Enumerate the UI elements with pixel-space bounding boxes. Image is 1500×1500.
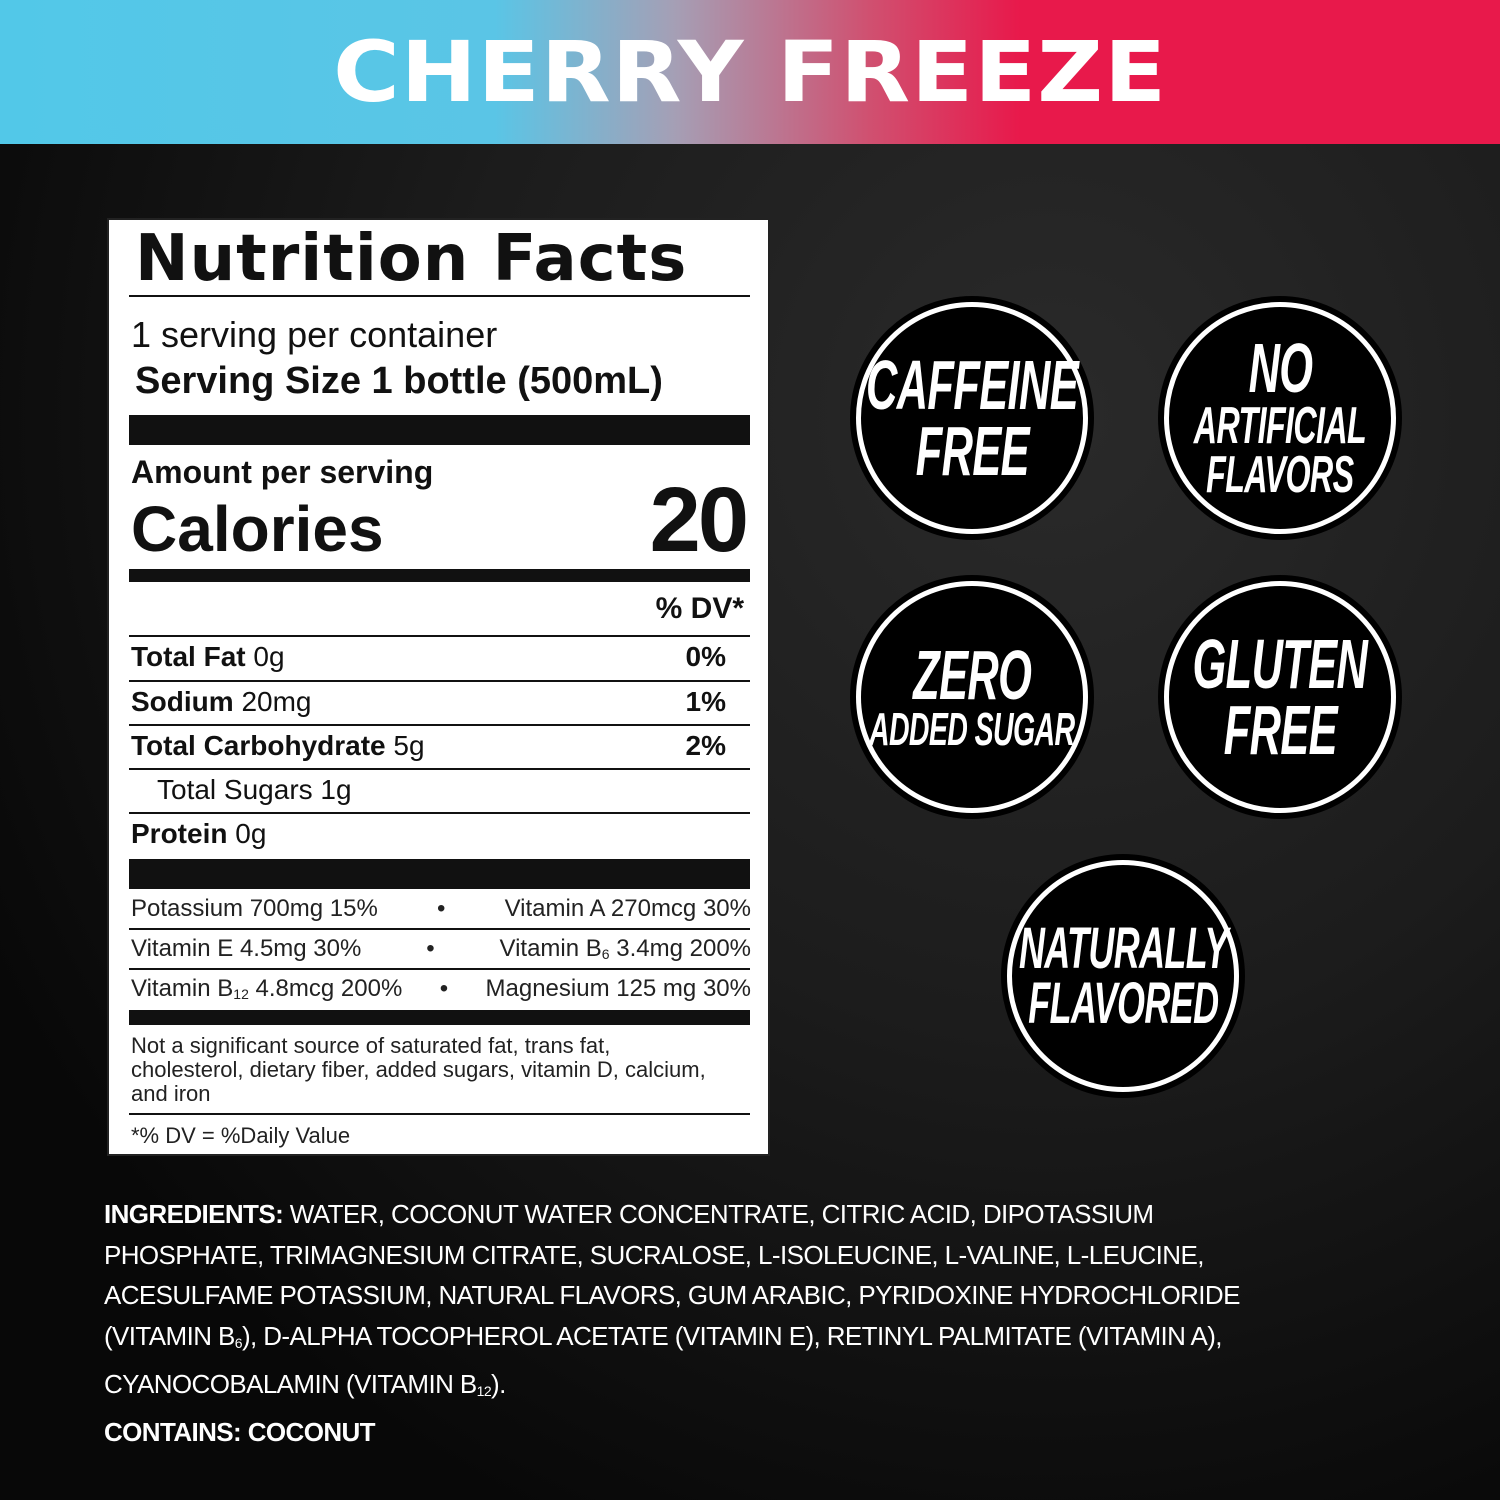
vitamin-name: Vitamin B <box>131 975 234 1002</box>
badge-text: FLAVORED <box>1027 971 1219 1036</box>
flavor-title: CHERRY FREEZE <box>332 23 1168 121</box>
divider <box>129 680 750 682</box>
nutrient-name: Protein <box>131 818 228 849</box>
vitamin-amount: 4.8mcg 200% <box>248 975 403 1002</box>
nutrient-row-total-fat: Total Fat 0g 0% <box>131 641 726 673</box>
subscript: 12 <box>476 1382 492 1399</box>
nutrient-dv: 2% <box>685 730 726 761</box>
vitamin-row: Potassium 700mg 15% • Vitamin A 270mcg 30% <box>131 895 751 923</box>
divider <box>129 724 750 726</box>
vitamin-left: Vitamin E 4.5mg 30% <box>131 935 362 962</box>
divider <box>129 295 750 297</box>
divider <box>129 635 750 637</box>
thick-divider <box>129 1010 750 1025</box>
footnote: Not a significant source of saturated fa… <box>131 1033 706 1106</box>
servings-per-container: 1 serving per container <box>131 314 498 355</box>
ingredients-section: INGREDIENTS: WATER, COCONUT WATER CONCEN… <box>104 1194 1240 1452</box>
thick-divider <box>129 415 750 445</box>
vitamin-row: Vitamin E 4.5mg 30% • Vitamin B6 3.4mg 200… <box>131 935 751 963</box>
ingredients-text: CYANOCOBALAMIN (VITAMIN B <box>104 1368 477 1399</box>
ingredients-text: ), D-ALPHA TOCOPHEROL ACETATE (VITAMIN E… <box>241 1321 1223 1352</box>
vitamin-right: Magnesium 125 mg 30% <box>485 975 751 1002</box>
badge-text: NATURALLY <box>1018 915 1228 981</box>
subscript: 6 <box>601 946 610 962</box>
vitamin-amount: 3.4mg 200% <box>609 935 751 962</box>
nutrient-dv: 1% <box>685 686 726 717</box>
ingredients-label: INGREDIENTS: <box>104 1199 284 1229</box>
vitamin-name: Vitamin B <box>499 935 602 962</box>
badge-text: CAFFEINE <box>865 345 1079 424</box>
nutrient-row-carbohydrate: Total Carbohydrate 5g 2% <box>131 730 726 762</box>
calories-value: 20 <box>649 469 749 571</box>
vitamin-right: Vitamin A 270mcg 30% <box>504 895 751 922</box>
bullet: • <box>426 935 435 962</box>
amount-per-serving: Amount per serving <box>131 454 434 490</box>
nutrition-facts-label: Nutrition Facts 1 serving per container … <box>107 218 770 1156</box>
badge-text: ARTIFICIAL <box>1193 396 1367 455</box>
dv-note: *% DV = %Daily Value <box>131 1123 351 1148</box>
dv-header: % DV* <box>655 592 744 625</box>
badge-zero-added-sugar: ZERO ADDED SUGAR <box>856 581 1088 813</box>
allergen-statement: CONTAINS: COCONUT <box>104 1416 376 1447</box>
vitamin-row: Vitamin B12 4.8mcg 200% • Magnesium 125 mg… <box>131 975 751 1003</box>
ingredients-line: INGREDIENTS: WATER, COCONUT WATER CONCEN… <box>104 1194 1240 1235</box>
ingredients-text: (VITAMIN B <box>104 1321 235 1352</box>
badge-text: GLUTEN <box>1192 624 1368 703</box>
thick-divider <box>129 859 750 889</box>
thick-divider <box>129 569 750 582</box>
badge-text: FLAVORS <box>1206 446 1354 505</box>
nutrient-row-sodium: Sodium 20mg 1% <box>131 686 726 718</box>
vitamin-left: Potassium 700mg 15% <box>131 895 378 922</box>
divider <box>129 1113 750 1115</box>
ingredients-line: PHOSPHATE, TRIMAGNESIUM CITRATE, SUCRALO… <box>104 1239 1204 1270</box>
label-title: Nutrition Facts <box>135 222 688 296</box>
nutrient-row-sugars: Total Sugars 1g <box>157 774 752 806</box>
ingredients-line: ACESULFAME POTASSIUM, NATURAL FLAVORS, G… <box>104 1280 1240 1311</box>
nutrient-amount: 0g <box>235 818 267 849</box>
vitamin-right: Vitamin B6 3.4mg 200% <box>500 935 752 963</box>
serving-size: Serving Size 1 bottle (500mL) <box>135 360 663 402</box>
badge-text: FREE <box>915 412 1029 490</box>
divider <box>129 928 750 930</box>
badge-text: NO <box>1248 329 1312 408</box>
nutrient-name: Total Fat <box>131 641 246 672</box>
nutrient-dv: 0% <box>685 641 726 672</box>
bullet: • <box>439 975 449 1002</box>
divider <box>129 968 750 970</box>
nutrient-name: Total Carbohydrate <box>131 730 386 761</box>
subscript: 12 <box>233 986 249 1002</box>
nutrient-name: Sodium <box>131 686 234 717</box>
badge-caffeine-free: CAFFEINE FREE <box>856 302 1088 534</box>
ingredients-line: CYANOCOBALAMIN (VITAMIN B12). <box>104 1364 1240 1412</box>
calories-label: Calories <box>131 493 384 565</box>
badge-text: FREE <box>1223 691 1337 769</box>
divider <box>129 812 750 814</box>
nutrient-name: Total Sugars <box>157 774 313 805</box>
nutrient-amount: 0g <box>253 641 285 672</box>
ingredients-text: ). <box>491 1368 506 1399</box>
subscript: 6 <box>234 1335 243 1352</box>
bullet: • <box>437 895 446 922</box>
badge-no-artificial-flavors: NO ARTIFICIAL FLAVORS <box>1164 302 1396 534</box>
nutrient-amount: 5g <box>393 730 425 761</box>
nutrient-row-protein: Protein 0g <box>131 818 726 850</box>
nutrient-amount: 1g <box>320 774 352 805</box>
vitamin-left: Vitamin B12 4.8mcg 200% <box>131 975 402 1003</box>
divider <box>129 768 750 770</box>
flavor-banner: CHERRY FREEZE <box>0 0 1500 144</box>
badge-naturally-flavored: NATURALLY FLAVORED <box>1007 860 1239 1092</box>
ingredients-line: (VITAMIN B6), D-ALPHA TOCOPHEROL ACETATE… <box>104 1316 1240 1364</box>
badge-text: ZERO <box>912 635 1032 714</box>
badge-text: ADDED SUGAR <box>869 703 1075 756</box>
badge-gluten-free: GLUTEN FREE <box>1164 581 1396 813</box>
nutrient-amount: 20mg <box>241 686 312 717</box>
ingredients-text: WATER, COCONUT WATER CONCENTRATE, CITRIC… <box>283 1199 1154 1229</box>
